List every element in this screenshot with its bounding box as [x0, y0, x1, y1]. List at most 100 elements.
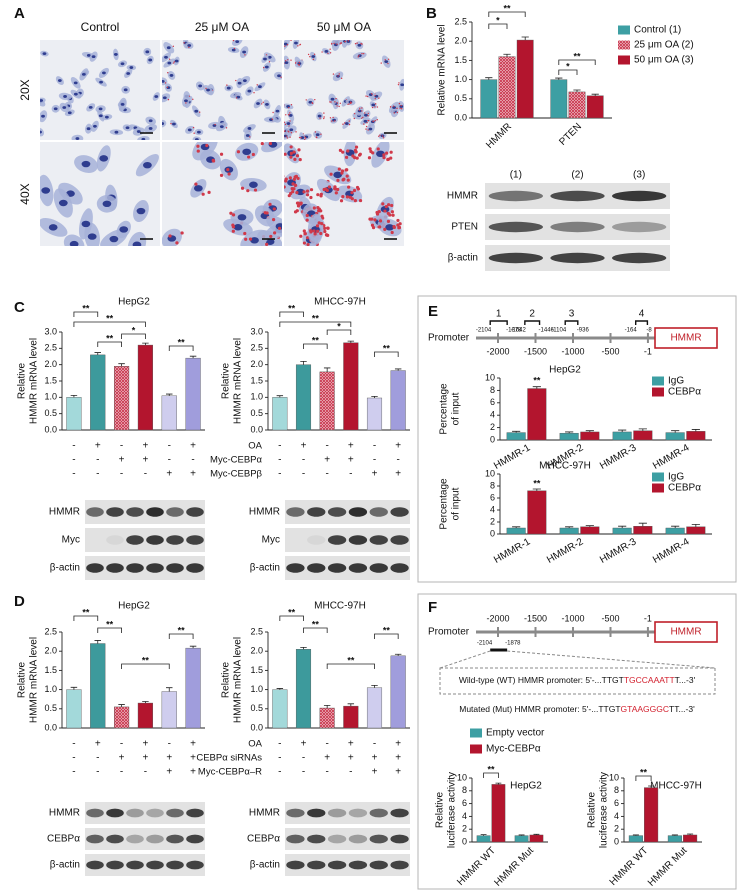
lipid-droplet [370, 223, 375, 227]
bracket [303, 343, 328, 349]
error-bar [671, 525, 680, 528]
y-axis-label: Relative [17, 363, 28, 400]
significance: ** [178, 337, 186, 347]
lipid-droplet [269, 234, 273, 239]
column-header: Control [81, 20, 120, 34]
lipid-droplet [193, 132, 195, 134]
lipid-droplet [366, 95, 369, 98]
lipid-droplet [397, 225, 402, 230]
lipid-droplet [312, 58, 315, 61]
bar [319, 371, 335, 431]
condition-sign: + [348, 455, 354, 466]
blot-band [86, 834, 104, 844]
nucleus [385, 224, 394, 231]
nucleus [357, 43, 362, 47]
nucleus [162, 96, 167, 100]
nucleus [264, 65, 269, 69]
x-tick-label: HMMR [484, 121, 514, 151]
lipid-droplet [295, 154, 300, 158]
lipid-droplet [183, 42, 185, 44]
lipid-droplet [219, 152, 224, 156]
bar [527, 388, 547, 441]
lipid-droplet [172, 45, 175, 48]
lipid-droplet [392, 225, 396, 229]
lipid-droplet [367, 129, 369, 131]
y-tick-label: 1.0 [44, 684, 57, 694]
nucleus [98, 107, 103, 111]
lipid-droplet [288, 106, 290, 109]
lipid-droplet [196, 149, 200, 153]
lipid-droplet [297, 45, 299, 47]
lipid-droplet [374, 97, 376, 100]
condition-sign: + [190, 767, 196, 778]
condition-sign: + [142, 441, 148, 452]
bar [559, 527, 579, 535]
y-tick-label: 4 [490, 410, 495, 420]
blot-label: β-actin [250, 860, 280, 871]
significance: ** [178, 625, 186, 635]
lipid-droplet [247, 155, 251, 159]
nucleus [233, 224, 243, 231]
nucleus [284, 42, 288, 46]
lipid-droplet [367, 119, 369, 122]
blot-band [550, 190, 605, 202]
bar [644, 787, 659, 843]
lipid-droplet [361, 52, 363, 55]
lipid-droplet [390, 230, 394, 235]
y-tick-label: 10 [457, 772, 467, 782]
nucleus [126, 72, 131, 75]
bracket [326, 663, 375, 669]
nucleus [392, 106, 397, 109]
lipid-droplet [231, 229, 235, 233]
blot-band [186, 860, 204, 870]
condition-sign: - [72, 739, 75, 750]
lipid-droplet [194, 182, 198, 186]
condition-sign: - [278, 469, 281, 480]
lipid-droplet [358, 152, 362, 156]
region-start: -2104 [477, 641, 493, 647]
lipid-droplet [205, 143, 209, 148]
nucleus [193, 185, 203, 192]
lipid-droplet [315, 224, 320, 228]
nucleus [294, 41, 298, 45]
lipid-droplet [342, 123, 344, 125]
nucleus [114, 130, 119, 134]
condition-label: Myc-CEBPα–R [198, 767, 262, 778]
bar [665, 527, 685, 535]
lipid-droplet [355, 156, 359, 160]
lipid-droplet [337, 167, 341, 171]
condition-sign: + [166, 469, 172, 480]
condition-sign: - [96, 469, 99, 480]
blot-strip [85, 802, 205, 824]
condition-sign: - [144, 767, 147, 778]
lipid-droplet [334, 120, 336, 122]
bar [343, 342, 359, 431]
lipid-droplet [353, 155, 357, 160]
blot-band [146, 834, 164, 844]
sequence: Wild-type (WT) HMMR promoter: 5'-...TTGT… [459, 675, 696, 685]
lipid-droplet [231, 223, 235, 227]
bar [506, 527, 526, 535]
lipid-droplet [315, 136, 318, 138]
blot-band [612, 221, 667, 233]
lipid-droplet [185, 102, 187, 104]
significance: ** [312, 619, 320, 629]
lipid-droplet [268, 61, 271, 63]
error-bar [371, 395, 378, 398]
lipid-droplet [168, 58, 171, 60]
lipid-droplet [381, 135, 384, 137]
blot-band [106, 507, 124, 517]
lipid-droplet [227, 172, 231, 176]
lipid-droplet [320, 133, 322, 135]
micrograph [284, 40, 404, 140]
error-bar [276, 688, 284, 690]
blot-band [106, 808, 124, 818]
lipid-droplet [371, 93, 373, 95]
lipid-droplet [365, 128, 367, 130]
blot-band [348, 563, 368, 573]
panel-label: E [428, 303, 438, 320]
legend-label: IgG [668, 376, 684, 387]
y-axis-label: HMMR mRNA level [233, 338, 244, 424]
lane-label: (1) [510, 170, 522, 181]
condition-sign: + [190, 739, 196, 750]
